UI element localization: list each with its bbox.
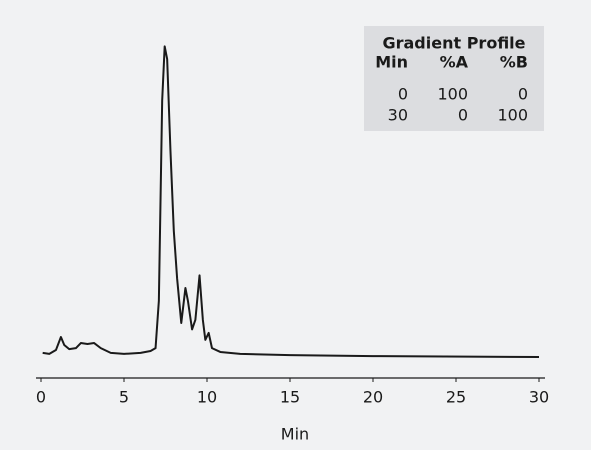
x-tick-label: 25 [446, 388, 466, 407]
table-title: Gradient Profile [382, 34, 525, 53]
table-header: Min [375, 53, 408, 72]
x-axis-label: Min [281, 425, 309, 444]
table-cell: 0 [398, 85, 408, 104]
x-tick-label: 10 [197, 388, 217, 407]
table-cell: 100 [497, 106, 528, 125]
x-tick-label: 5 [119, 388, 129, 407]
table-header: %A [440, 53, 469, 72]
table-cell: 100 [437, 85, 468, 104]
x-tick-label: 20 [363, 388, 383, 407]
x-tick-label: 30 [529, 388, 549, 407]
gradient-table-box [364, 26, 544, 131]
table-cell: 0 [458, 106, 468, 125]
chromatogram-trace [42, 45, 540, 359]
table-header: %B [500, 53, 528, 72]
x-tick-label: 0 [36, 388, 46, 407]
table-cell: 30 [388, 106, 408, 125]
table-cell: 0 [518, 85, 528, 104]
x-tick-label: 15 [280, 388, 300, 407]
